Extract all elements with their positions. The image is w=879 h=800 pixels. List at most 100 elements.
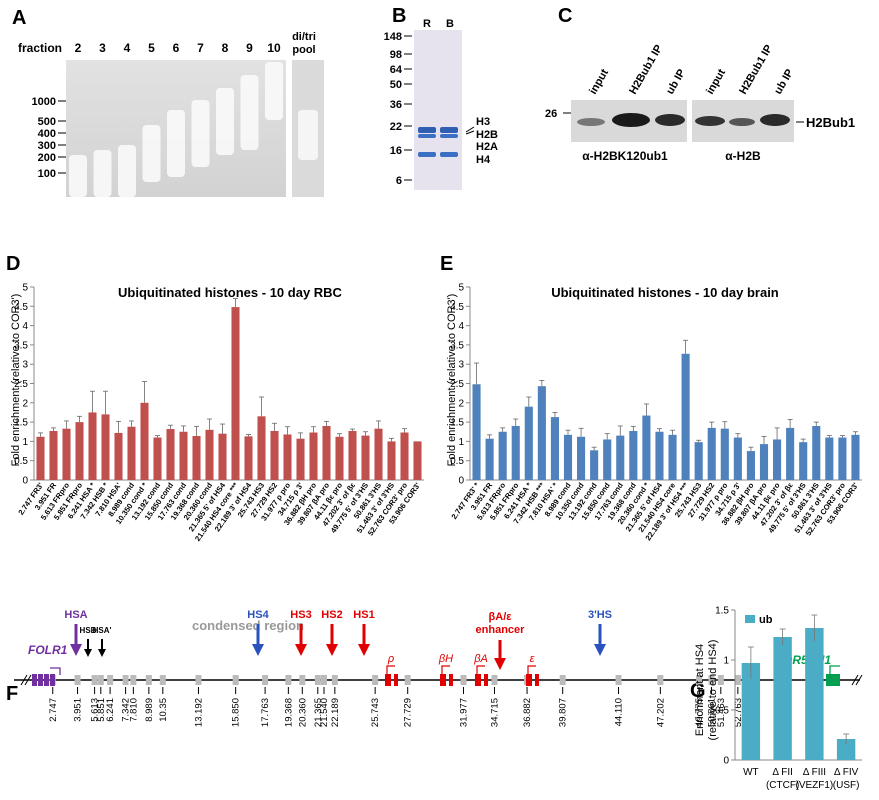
bar-g-0 — [741, 663, 761, 760]
bar-10 — [603, 439, 612, 480]
marker-a-500: 500 — [38, 116, 56, 128]
bar-24 — [348, 430, 357, 480]
position-label-14: 21.365 — [313, 698, 324, 727]
y-tick-label: 2.5 — [14, 379, 28, 390]
bar-5 — [101, 414, 110, 480]
y-tick-label: 0 — [458, 476, 464, 487]
probe-box-15 — [321, 675, 327, 685]
hs-label-5: HS2 — [321, 609, 342, 621]
probe-box-16 — [331, 675, 338, 685]
bar-28 — [838, 437, 847, 480]
condensed-region-label: condensed region — [192, 618, 304, 633]
band-h3-r — [418, 127, 436, 133]
position-label-24: 47.202 — [655, 698, 666, 727]
bar-18 — [270, 430, 279, 480]
position-label-15: 21.540 — [319, 698, 330, 727]
bar-22 — [322, 425, 331, 480]
chart-d-title: Ubiquitinated histones - 10 day RBC — [118, 285, 343, 300]
folr1-exon-2 — [44, 674, 49, 686]
fraction-lane-2: 2 — [75, 41, 82, 55]
position-label-16: 22.189 — [330, 698, 341, 727]
pool-label-1: di/tri — [292, 31, 316, 43]
y-tick-label: 0.5 — [715, 706, 729, 717]
band-h4-r — [418, 152, 436, 157]
bar-4 — [88, 412, 97, 480]
x-label-g-2: Δ FIII — [803, 767, 826, 778]
break-mark — [851, 674, 863, 686]
y-tick-label: 5 — [22, 283, 28, 294]
bar-19 — [283, 434, 292, 480]
probe-box-7 — [145, 675, 152, 685]
position-label-0: 2.747 — [48, 698, 59, 722]
gene-exon-1 — [440, 674, 446, 686]
bar-11 — [616, 435, 625, 480]
position-label-18: 27.729 — [403, 698, 414, 727]
position-label-2: 5.613 — [90, 698, 101, 722]
band-label-h3: H3 — [476, 116, 490, 128]
probe-box-9 — [195, 675, 202, 685]
probe-box-11 — [262, 675, 269, 685]
bar-0 — [472, 384, 481, 480]
bar-3 — [75, 422, 84, 480]
probe-box-8 — [159, 675, 166, 685]
x-label-g-0: WT — [743, 767, 759, 778]
panel-label-a: A — [12, 7, 26, 29]
bar-22 — [759, 444, 769, 480]
blot2-h2bub1-band — [729, 118, 755, 126]
blot-lane-3: input — [704, 67, 728, 97]
pool-label-2: pool — [292, 44, 315, 56]
marker-b-98: 98 — [390, 49, 402, 61]
bar-18 — [707, 427, 716, 480]
panel-e-chart: Ubiquitinated histones - 10 day brain Fo… — [446, 283, 862, 542]
bar-8 — [577, 436, 586, 480]
gene-arrow-3 — [527, 665, 536, 674]
fraction-lane-5: 5 — [148, 41, 155, 55]
blot-marker-26: 26 — [545, 108, 557, 120]
band-h2b-r — [418, 134, 436, 138]
gel-b — [414, 30, 462, 190]
hs-label-7: 3'HS — [588, 609, 612, 621]
probe-box-6 — [130, 675, 137, 685]
blot-lane-4: H2Bub1 IP — [737, 43, 775, 97]
smear-lane-8 — [216, 88, 234, 155]
gene-exon-3 — [526, 674, 532, 686]
bar-0 — [36, 436, 45, 480]
y-tick-label: 1.5 — [14, 418, 28, 429]
bar-28 — [400, 432, 409, 480]
blot1-h2bub1-band — [612, 113, 650, 127]
probe-box-14 — [314, 675, 321, 685]
position-label-11: 17.763 — [260, 698, 271, 727]
y-tick-label: 3 — [22, 360, 28, 371]
bar-26 — [812, 425, 821, 480]
marker-a-400: 400 — [38, 128, 56, 140]
y-tick-label: 4.5 — [450, 302, 464, 313]
bar-7 — [563, 434, 573, 480]
gene-exon-2 — [475, 674, 481, 686]
fraction-lane-8: 8 — [222, 41, 229, 55]
x-sublabel-g-1: (CTCF) — [766, 780, 799, 791]
break-mark — [20, 674, 32, 686]
y-tick-label: 3.5 — [450, 340, 464, 351]
bar-26 — [374, 428, 383, 480]
fraction-lane-3: 3 — [99, 41, 106, 55]
bar-23 — [773, 439, 782, 480]
bar-29 — [413, 441, 422, 480]
smear-lane-2 — [69, 155, 87, 197]
position-label-6: 7.810 — [128, 698, 139, 722]
probe-box-12 — [285, 675, 292, 685]
x-sublabel-g-2: (VEZF1) — [795, 780, 833, 791]
y-tick-label: 3.5 — [14, 340, 28, 351]
marker-b-36: 36 — [390, 99, 402, 111]
folr1-exon-1 — [38, 674, 43, 686]
blot2-ub-band — [760, 114, 790, 126]
marker-a-200: 200 — [38, 152, 56, 164]
probe-box-18 — [404, 675, 411, 685]
position-label-1: 3.951 — [73, 698, 84, 722]
band-pointer — [465, 126, 475, 135]
bar-24 — [786, 427, 795, 480]
y-tick-label: 1 — [723, 656, 729, 667]
position-label-10: 15.850 — [231, 698, 242, 727]
